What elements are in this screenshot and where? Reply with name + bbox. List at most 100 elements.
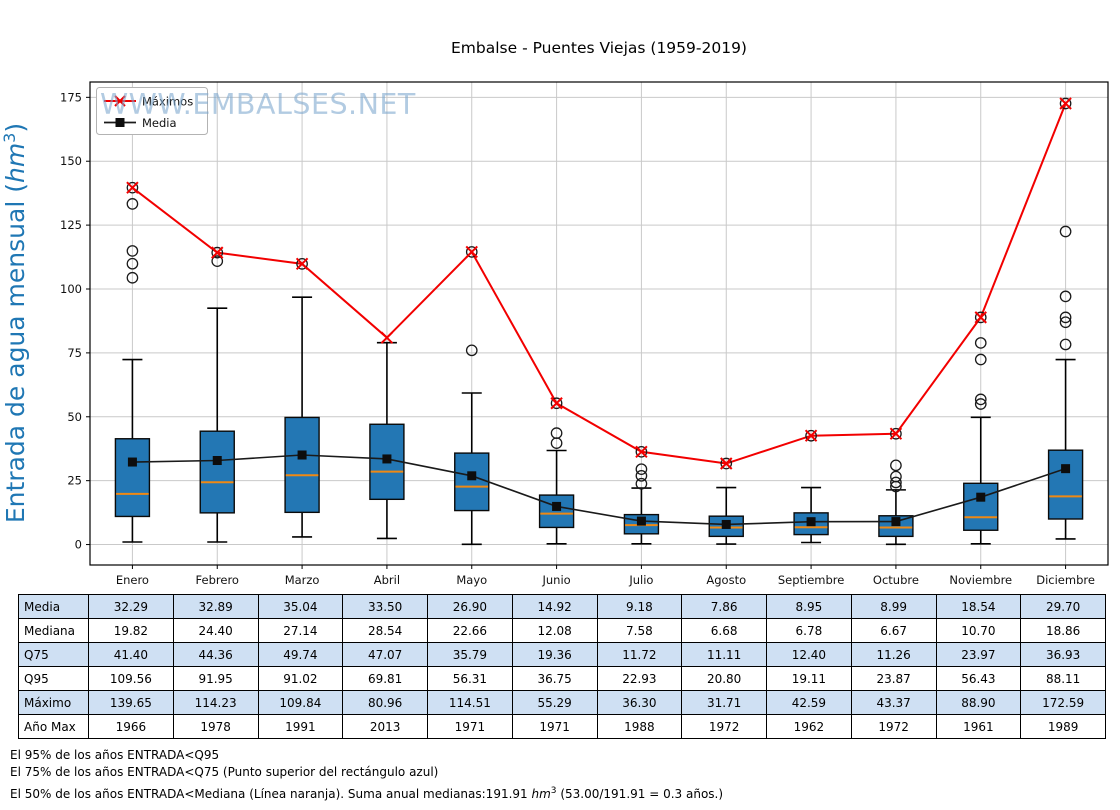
stat-cell: 33.50 <box>342 594 428 619</box>
stat-cell: 9.18 <box>596 594 683 619</box>
stat-cell: 172.59 <box>1020 690 1106 715</box>
outlier <box>126 257 139 270</box>
stat-cell: 56.31 <box>427 666 513 691</box>
stat-cell: 1978 <box>172 714 259 739</box>
outlier <box>1059 338 1072 351</box>
boxplot-chart: 0 25 50 75 100 125 150 175 Enero Febrero Marzo Abri… <box>0 39 1109 587</box>
stats-row-Mediana: Mediana 19.82 24.40 27.14 28.54 22.66 12.08 7.5… <box>18 618 1106 643</box>
outlier <box>890 470 902 483</box>
stat-cell: 18.54 <box>935 594 1022 619</box>
media-marker <box>382 454 392 464</box>
outlier <box>1059 290 1072 303</box>
media-marker <box>127 457 137 467</box>
stat-cell: 24.40 <box>172 618 259 643</box>
stat-cell: 19.82 <box>88 618 174 643</box>
svg-text:Octubre: Octubre <box>873 573 919 587</box>
outlier <box>126 198 139 210</box>
svg-text:25: 25 <box>67 474 82 488</box>
stat-cell: 32.89 <box>172 594 259 619</box>
outlier <box>550 427 563 439</box>
stat-cell: 6.78 <box>766 618 852 643</box>
grid <box>90 82 1108 565</box>
svg-text:Julio: Julio <box>628 573 653 587</box>
stat-cell: 69.81 <box>342 666 428 691</box>
media-marker <box>721 519 731 529</box>
svg-text:Noviembre: Noviembre <box>949 573 1012 587</box>
legend-maximos-label: Máximos <box>142 95 193 109</box>
box-Marzo <box>284 416 320 514</box>
stat-cell: 1972 <box>850 714 937 739</box>
plot-frame <box>89 81 1109 566</box>
stat-cell: 32.29 <box>88 594 174 619</box>
stat-cell: 28.54 <box>342 618 428 643</box>
stat-cell: 22.93 <box>596 666 683 691</box>
stat-cell: 10.70 <box>935 618 1022 643</box>
svg-text:75: 75 <box>67 346 82 360</box>
legend: Máximos Media <box>96 87 208 135</box>
box-Mayo <box>454 452 490 512</box>
row-label: Q95 <box>18 666 89 691</box>
outlier <box>974 337 987 349</box>
stat-cell: 1971 <box>511 714 598 739</box>
stat-cell: 23.87 <box>850 666 937 691</box>
box-Noviembre <box>963 482 999 531</box>
max-outlier-circle <box>635 445 648 458</box>
stat-cell: 114.23 <box>172 690 259 715</box>
max-outlier-circle <box>805 429 817 442</box>
stat-cell: 43.37 <box>850 690 937 715</box>
outlier <box>126 245 139 257</box>
outlier <box>974 393 987 406</box>
stat-cell: 19.36 <box>511 642 598 667</box>
media-marker <box>297 450 307 460</box>
box-Enero <box>114 438 151 518</box>
box-Diciembre <box>1047 449 1084 520</box>
stat-cell: 31.71 <box>681 690 767 715</box>
stats-row-Q75: Q75 41.40 44.36 49.74 47.07 35.79 19.36 11.72 11… <box>18 642 1106 667</box>
stat-cell: 2013 <box>342 714 428 739</box>
stat-cell: 1962 <box>766 714 852 739</box>
outlier <box>635 477 648 490</box>
stat-cell: 88.90 <box>935 690 1022 715</box>
svg-text:125: 125 <box>60 218 82 232</box>
stats-row-Máximo: Máximo 139.65 114.23 109.84 80.96 114.51 55.29… <box>18 690 1106 715</box>
svg-text:Agosto: Agosto <box>706 573 746 587</box>
stat-cell: 88.11 <box>1020 666 1106 691</box>
svg-text:175: 175 <box>60 90 82 104</box>
svg-text:0: 0 <box>75 538 82 552</box>
max-outlier-circle <box>1059 97 1072 110</box>
stat-cell: 26.90 <box>427 594 513 619</box>
stat-cell: 49.74 <box>257 642 344 667</box>
stat-cell: 12.08 <box>511 618 598 643</box>
legend-media-label: Media <box>142 116 177 130</box>
svg-text:Septiembre: Septiembre <box>778 573 845 587</box>
stat-cell: 36.75 <box>511 666 598 691</box>
media-line <box>127 450 1071 529</box>
stat-cell: 42.59 <box>766 690 852 715</box>
stat-cell: 6.67 <box>850 618 937 643</box>
stat-cell: 91.02 <box>257 666 344 691</box>
stat-cell: 35.79 <box>427 642 513 667</box>
outlier <box>974 398 987 410</box>
stat-cell: 12.40 <box>766 642 852 667</box>
stat-cell: 47.07 <box>342 642 428 667</box>
stat-cell: 35.04 <box>257 594 344 619</box>
row-label: Año Max <box>18 714 89 739</box>
row-label: Media <box>18 594 89 619</box>
stat-cell: 27.14 <box>257 618 344 643</box>
svg-text:Mayo: Mayo <box>456 573 487 587</box>
stat-cell: 1961 <box>935 714 1022 739</box>
stat-cell: 41.40 <box>88 642 174 667</box>
svg-text:Abril: Abril <box>374 573 400 587</box>
box-Junio <box>538 494 575 529</box>
outlier <box>1059 311 1072 324</box>
box-Febrero <box>199 430 235 514</box>
row-label: Máximo <box>18 690 89 715</box>
stat-cell: 1989 <box>1020 714 1106 739</box>
outlier <box>890 476 902 489</box>
max-outlier-circle <box>720 457 733 470</box>
stat-cell: 11.72 <box>596 642 683 667</box>
stat-cell: 55.29 <box>511 690 598 715</box>
stats-row-Media: Media 32.29 32.89 35.04 33.50 26.90 14.92 9.18 7… <box>18 594 1106 619</box>
stat-cell: 109.56 <box>88 666 174 691</box>
svg-text:150: 150 <box>60 154 82 168</box>
